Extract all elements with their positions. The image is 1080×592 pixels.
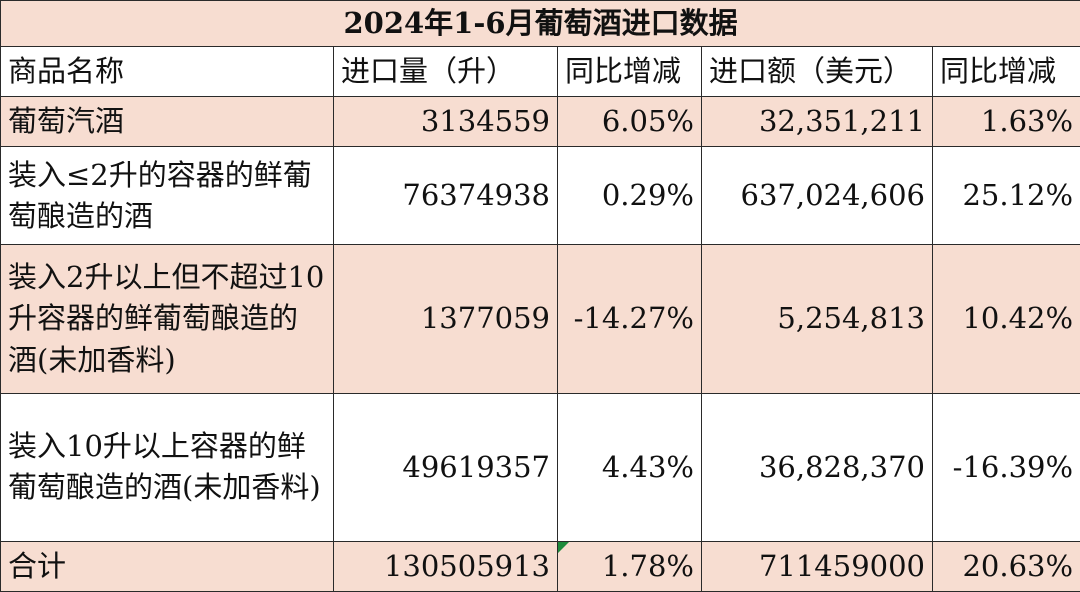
header-product-name[interactable]: 商品名称 <box>0 46 334 98</box>
total-import-amount[interactable]: 711459000 <box>701 540 933 592</box>
cell-amount-yoy[interactable]: 10.42% <box>931 244 1080 394</box>
header-import-volume[interactable]: 进口量（升） <box>333 46 558 98</box>
cell-amount-yoy[interactable]: 1.63% <box>931 96 1080 148</box>
header-import-amount[interactable]: 进口额（美元） <box>701 46 933 98</box>
header-volume-yoy[interactable]: 同比增减 <box>557 46 702 98</box>
header-row: 商品名称 进口量（升） 同比增减 进口额（美元） 同比增减 <box>0 46 1080 98</box>
table-row: 装入10升以上容器的鲜葡萄酿造的酒(未加香料) 49619357 4.43% 3… <box>0 392 1080 542</box>
total-row: 合计 130505913 1.78% 711459000 20.63% <box>0 540 1080 592</box>
cell-volume-yoy[interactable]: -14.27% <box>557 244 702 394</box>
total-import-volume[interactable]: 130505913 <box>333 540 558 592</box>
cell-import-amount[interactable]: 32,351,211 <box>701 96 933 148</box>
cell-amount-yoy[interactable]: -16.39% <box>931 392 1080 542</box>
title-row: 2024年1-6月葡萄酒进口数据 <box>0 0 1080 48</box>
table-row: 葡萄汽酒 3134559 6.05% 32,351,211 1.63% <box>0 96 1080 148</box>
cell-import-amount[interactable]: 5,254,813 <box>701 244 933 394</box>
cell-import-amount[interactable]: 637,024,606 <box>701 146 933 246</box>
cell-volume-yoy[interactable]: 6.05% <box>557 96 702 148</box>
cell-amount-yoy[interactable]: 25.12% <box>931 146 1080 246</box>
cell-product-name[interactable]: 装入10升以上容器的鲜葡萄酿造的酒(未加香料) <box>0 392 334 542</box>
cell-product-name[interactable]: 装入2升以上但不超过10升容器的鲜葡萄酿造的酒(未加香料) <box>0 244 334 394</box>
table-row: 装入≤2升的容器的鲜葡萄酿造的酒 76374938 0.29% 637,024,… <box>0 146 1080 246</box>
total-volume-yoy-value: 1.78% <box>601 548 694 583</box>
cell-product-name[interactable]: 葡萄汽酒 <box>0 96 334 148</box>
cell-import-volume[interactable]: 1377059 <box>333 244 558 394</box>
table-title[interactable]: 2024年1-6月葡萄酒进口数据 <box>0 0 1080 48</box>
cell-product-name[interactable]: 装入≤2升的容器的鲜葡萄酿造的酒 <box>0 146 334 246</box>
header-amount-yoy[interactable]: 同比增减 <box>931 46 1080 98</box>
cell-import-volume[interactable]: 49619357 <box>333 392 558 542</box>
total-label[interactable]: 合计 <box>0 540 334 592</box>
table-row: 装入2升以上但不超过10升容器的鲜葡萄酿造的酒(未加香料) 1377059 -1… <box>0 244 1080 394</box>
total-volume-yoy[interactable]: 1.78% <box>557 540 702 592</box>
cell-volume-yoy[interactable]: 0.29% <box>557 146 702 246</box>
total-amount-yoy[interactable]: 20.63% <box>931 540 1080 592</box>
cell-import-volume[interactable]: 3134559 <box>333 96 558 148</box>
cell-import-amount[interactable]: 36,828,370 <box>701 392 933 542</box>
cell-volume-yoy[interactable]: 4.43% <box>557 392 702 542</box>
error-indicator-icon <box>558 542 569 553</box>
cell-import-volume[interactable]: 76374938 <box>333 146 558 246</box>
